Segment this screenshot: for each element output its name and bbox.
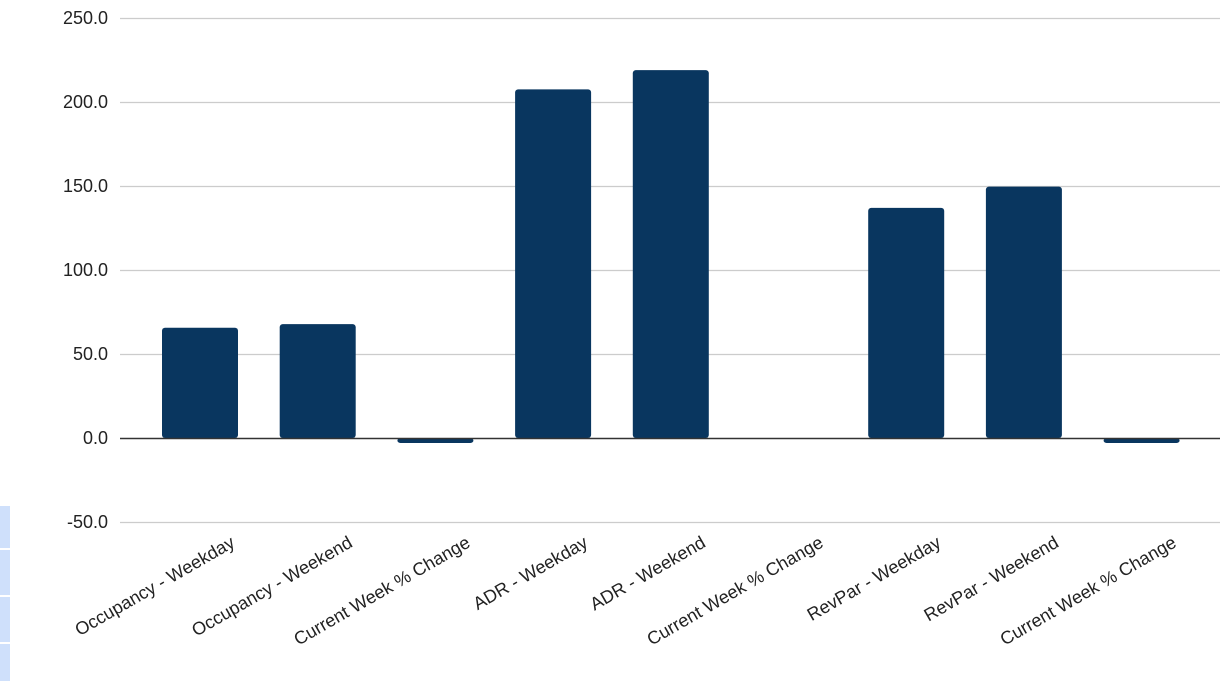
bar xyxy=(985,186,1062,438)
bar xyxy=(1103,438,1180,444)
y-tick-label: 50.0 xyxy=(73,344,108,364)
bar xyxy=(162,327,238,438)
x-tick-label: ADR - Weekday xyxy=(470,532,591,614)
bar xyxy=(397,438,474,444)
bar xyxy=(279,324,356,438)
y-tick-label: 200.0 xyxy=(63,92,108,112)
x-tick-label: ADR - Weekend xyxy=(586,532,708,614)
bar xyxy=(632,70,709,438)
bars xyxy=(162,70,1180,444)
bar xyxy=(515,89,592,439)
y-tick-label: -50.0 xyxy=(67,512,108,532)
bar xyxy=(868,207,945,438)
left-panel-strip xyxy=(0,597,10,643)
y-axis-tick-labels: -50.0 0.0 50.0 100.0 150.0 200.0 250.0 xyxy=(63,8,108,532)
left-panel-strip xyxy=(0,550,10,596)
y-tick-label: 100.0 xyxy=(63,260,108,280)
y-tick-label: 150.0 xyxy=(63,176,108,196)
left-panel-strip xyxy=(0,644,10,681)
y-tick-label: 250.0 xyxy=(63,8,108,28)
left-panel-strip xyxy=(0,506,10,549)
y-tick-label: 0.0 xyxy=(83,428,108,448)
